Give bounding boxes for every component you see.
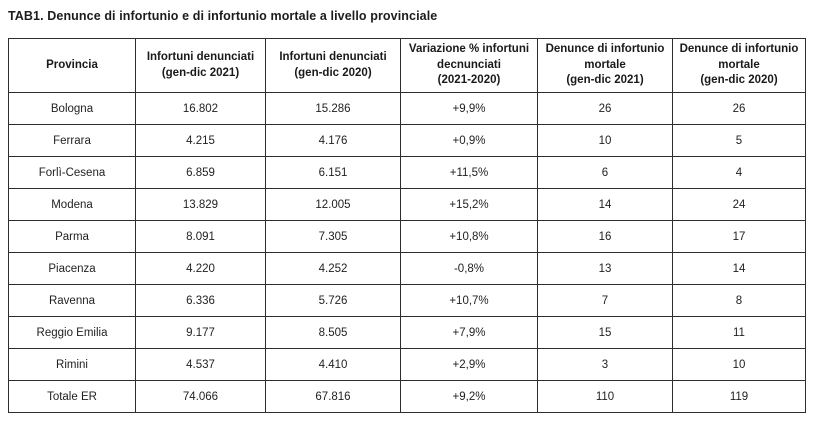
value-cell: 4.215 [135,124,266,157]
province-cell: Modena [8,188,136,221]
table-row: Parma 8.091 7.305 +10,8% 16 17 [8,220,806,253]
column-header-3: Variazione % infortuni decnunciati (2021… [400,38,538,93]
province-cell: Totale ER [8,380,136,413]
value-cell: +15,2% [400,188,538,221]
table-row: Rimini 4.537 4.410 +2,9% 3 10 [8,348,806,381]
value-cell: 119 [672,380,806,413]
column-header-4: Denunce di infortunio mortale (gen-dic 2… [537,38,673,93]
province-cell: Piacenza [8,252,136,285]
value-cell: 16.802 [135,92,266,125]
value-cell: +9,9% [400,92,538,125]
column-header-0: Provincia [8,38,136,93]
value-cell: 6 [537,156,673,189]
value-cell: +2,9% [400,348,538,381]
value-cell: 14 [537,188,673,221]
province-cell: Ferrara [8,124,136,157]
value-cell: 17 [672,220,806,253]
table-row: Reggio Emilia 9.177 8.505 +7,9% 15 11 [8,316,806,349]
value-cell: 5.726 [265,284,401,317]
table-row: Ravenna 6.336 5.726 +10,7% 7 8 [8,284,806,317]
province-cell: Reggio Emilia [8,316,136,349]
value-cell: 4.537 [135,348,266,381]
value-cell: 14 [672,252,806,285]
province-cell: Forlì-Cesena [8,156,136,189]
value-cell: 4.220 [135,252,266,285]
value-cell: 15.286 [265,92,401,125]
value-cell: 4.410 [265,348,401,381]
value-cell: +0,9% [400,124,538,157]
column-header-2: Infortuni denunciati (gen-dic 2020) [265,38,401,93]
value-cell: 4.176 [265,124,401,157]
value-cell: 13.829 [135,188,266,221]
value-cell: 26 [672,92,806,125]
column-header-1: Infortuni denunciati (gen-dic 2021) [135,38,266,93]
value-cell: 9.177 [135,316,266,349]
value-cell: 16 [537,220,673,253]
value-cell: 74.066 [135,380,266,413]
value-cell: +10,7% [400,284,538,317]
value-cell: +10,8% [400,220,538,253]
table-body: Bologna 16.802 15.286 +9,9% 26 26 Ferrara 4.215… [8,92,806,413]
value-cell: 10 [672,348,806,381]
province-cell: Rimini [8,348,136,381]
province-cell: Parma [8,220,136,253]
province-cell: Bologna [8,92,136,125]
value-cell: 11 [672,316,806,349]
value-cell: 7.305 [265,220,401,253]
value-cell: 26 [537,92,673,125]
value-cell: 6.151 [265,156,401,189]
value-cell: 6.336 [135,284,266,317]
column-header-5: Denunce di infortunio mortale (gen-dic 2… [672,38,806,93]
value-cell: 5 [672,124,806,157]
value-cell: 8.505 [265,316,401,349]
value-cell: 4 [672,156,806,189]
value-cell: 15 [537,316,673,349]
value-cell: 3 [537,348,673,381]
value-cell: -0,8% [400,252,538,285]
value-cell: 10 [537,124,673,157]
provincial-injuries-table: Provincia Infortuni denunciati (gen-dic 2… [8,38,806,413]
table-header: Provincia Infortuni denunciati (gen-dic 2… [8,38,806,93]
value-cell: 6.859 [135,156,266,189]
table-row: Forlì-Cesena 6.859 6.151 +11,5% 6 4 [8,156,806,189]
value-cell: 12.005 [265,188,401,221]
value-cell: +11,5% [400,156,538,189]
table-header-row: Provincia Infortuni denunciati (gen-dic 2… [8,38,806,93]
province-cell: Ravenna [8,284,136,317]
value-cell: +7,9% [400,316,538,349]
table-row: Piacenza 4.220 4.252 -0,8% 13 14 [8,252,806,285]
value-cell: 8 [672,284,806,317]
value-cell: 4.252 [265,252,401,285]
value-cell: 7 [537,284,673,317]
value-cell: +9,2% [400,380,538,413]
value-cell: 24 [672,188,806,221]
table-row: Ferrara 4.215 4.176 +0,9% 10 5 [8,124,806,157]
table-row: Bologna 16.802 15.286 +9,9% 26 26 [8,92,806,125]
table-row: Totale ER 74.066 67.816 +9,2% 110 119 [8,380,806,413]
value-cell: 8.091 [135,220,266,253]
value-cell: 67.816 [265,380,401,413]
table-title: TAB1. Denunce di infortunio e di infortu… [8,9,438,23]
value-cell: 110 [537,380,673,413]
value-cell: 13 [537,252,673,285]
table-row: Modena 13.829 12.005 +15,2% 14 24 [8,188,806,221]
